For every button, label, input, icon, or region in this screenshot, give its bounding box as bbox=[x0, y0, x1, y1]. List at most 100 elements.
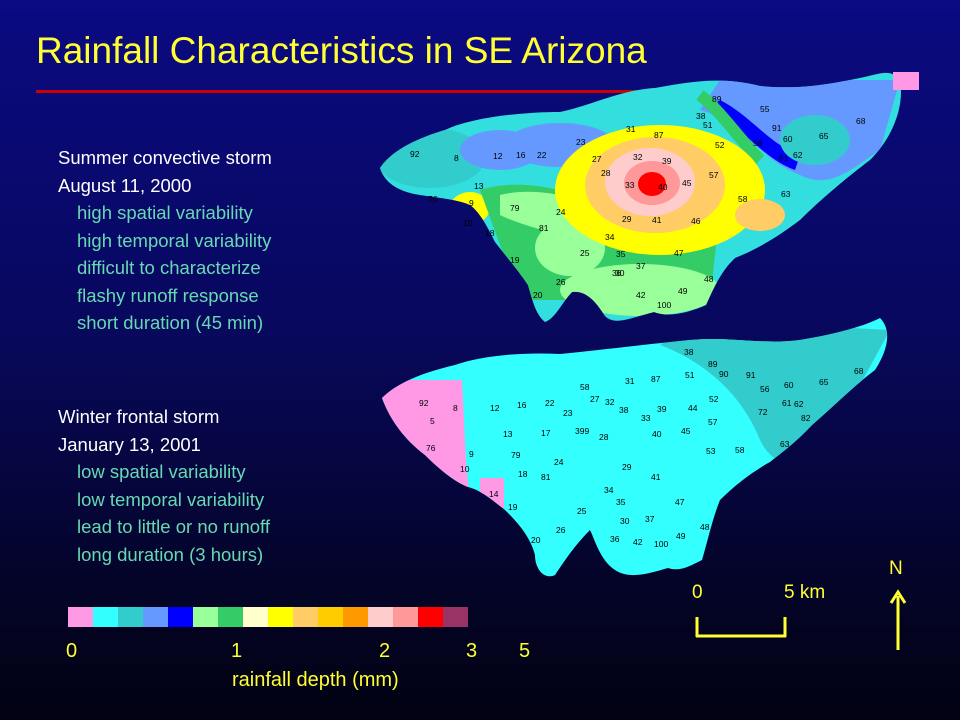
legend-swatch bbox=[443, 607, 468, 627]
svg-text:92: 92 bbox=[419, 398, 429, 408]
legend-tick: 3 bbox=[466, 640, 478, 662]
svg-text:22: 22 bbox=[537, 150, 547, 160]
svg-text:38: 38 bbox=[619, 405, 629, 415]
svg-text:20: 20 bbox=[531, 535, 541, 545]
svg-text:62: 62 bbox=[793, 150, 803, 160]
svg-text:68: 68 bbox=[856, 116, 866, 126]
legend-swatch bbox=[318, 607, 343, 627]
svg-text:48: 48 bbox=[704, 274, 714, 284]
winter-bullet: low temporal variability bbox=[77, 488, 265, 510]
svg-text:100: 100 bbox=[657, 300, 671, 310]
legend-colorbar bbox=[68, 607, 468, 627]
winter-storm-bullets: low spatial variability low temporal var… bbox=[58, 458, 270, 568]
svg-text:37: 37 bbox=[645, 514, 655, 524]
legend-swatch bbox=[193, 607, 218, 627]
svg-text:56: 56 bbox=[760, 384, 770, 394]
svg-text:16: 16 bbox=[517, 400, 527, 410]
svg-text:41: 41 bbox=[652, 215, 662, 225]
svg-text:31: 31 bbox=[626, 124, 636, 134]
svg-text:38: 38 bbox=[684, 347, 694, 357]
svg-text:92: 92 bbox=[410, 149, 420, 159]
summer-bullet: short duration (45 min) bbox=[77, 312, 264, 333]
svg-text:25: 25 bbox=[577, 506, 587, 516]
svg-text:5: 5 bbox=[430, 416, 435, 426]
svg-text:8: 8 bbox=[454, 153, 459, 163]
svg-text:13: 13 bbox=[474, 181, 484, 191]
svg-text:39: 39 bbox=[657, 404, 667, 414]
svg-text:12: 12 bbox=[493, 151, 503, 161]
svg-text:100: 100 bbox=[654, 539, 668, 549]
svg-text:63: 63 bbox=[781, 189, 791, 199]
svg-text:45: 45 bbox=[681, 426, 691, 436]
svg-text:40: 40 bbox=[658, 182, 668, 192]
svg-text:36: 36 bbox=[610, 534, 620, 544]
svg-text:9: 9 bbox=[469, 198, 474, 208]
svg-text:33: 33 bbox=[625, 180, 635, 190]
legend-tick: 0 bbox=[66, 640, 78, 662]
svg-text:91: 91 bbox=[772, 123, 782, 133]
svg-text:49: 49 bbox=[676, 531, 686, 541]
svg-text:63: 63 bbox=[780, 439, 790, 449]
legend-swatch bbox=[243, 607, 268, 627]
svg-text:79: 79 bbox=[511, 450, 521, 460]
svg-text:48: 48 bbox=[700, 522, 710, 532]
winter-bullet: lead to little or no runoff bbox=[77, 516, 271, 537]
legend-swatch bbox=[218, 607, 243, 627]
svg-text:41: 41 bbox=[651, 472, 661, 482]
svg-text:27: 27 bbox=[590, 394, 600, 404]
svg-text:23: 23 bbox=[563, 408, 573, 418]
svg-text:52: 52 bbox=[715, 140, 725, 150]
winter-storm-heading: Winter frontal storm bbox=[58, 406, 220, 427]
svg-text:24: 24 bbox=[556, 207, 566, 217]
svg-text:47: 47 bbox=[674, 248, 684, 258]
svg-text:35: 35 bbox=[616, 497, 626, 507]
winter-bullet: low spatial variability bbox=[77, 461, 246, 482]
svg-text:57: 57 bbox=[708, 417, 718, 427]
svg-text:39: 39 bbox=[662, 156, 672, 166]
svg-text:18: 18 bbox=[485, 228, 495, 238]
svg-text:87: 87 bbox=[651, 374, 661, 384]
svg-text:24: 24 bbox=[554, 457, 564, 467]
svg-text:31: 31 bbox=[625, 376, 635, 386]
svg-text:46: 46 bbox=[691, 216, 701, 226]
svg-text:34: 34 bbox=[604, 485, 614, 495]
svg-text:20: 20 bbox=[533, 290, 543, 300]
svg-text:14: 14 bbox=[489, 489, 499, 499]
svg-text:72: 72 bbox=[758, 407, 768, 417]
svg-text:399: 399 bbox=[575, 426, 589, 436]
scale-start-label: 0 bbox=[692, 582, 703, 603]
svg-text:68: 68 bbox=[854, 366, 864, 376]
legend-swatch bbox=[93, 607, 118, 627]
svg-text:19: 19 bbox=[510, 255, 520, 265]
svg-text:51: 51 bbox=[685, 370, 695, 380]
summer-bullet: difficult to characterize bbox=[77, 257, 261, 278]
scale-bar bbox=[695, 617, 787, 638]
summer-storm-date: August 11, 2000 bbox=[58, 174, 192, 196]
svg-text:38: 38 bbox=[696, 111, 706, 121]
svg-text:10: 10 bbox=[460, 464, 470, 474]
svg-text:91: 91 bbox=[746, 370, 756, 380]
legend-tick: 5 bbox=[519, 640, 531, 662]
svg-text:60: 60 bbox=[784, 380, 794, 390]
svg-text:42: 42 bbox=[633, 537, 643, 547]
svg-text:27: 27 bbox=[592, 154, 602, 164]
svg-text:32: 32 bbox=[605, 397, 615, 407]
svg-text:17: 17 bbox=[541, 428, 551, 438]
svg-text:30: 30 bbox=[620, 516, 630, 526]
summer-storm-heading: Summer convective storm bbox=[58, 147, 272, 168]
svg-text:37: 37 bbox=[636, 261, 646, 271]
svg-text:62: 62 bbox=[794, 399, 804, 409]
slide-title: Rainfall Characteristics in SE Arizona bbox=[36, 30, 647, 71]
summer-map-pink-patch bbox=[893, 72, 919, 90]
svg-text:79: 79 bbox=[510, 203, 520, 213]
svg-text:82: 82 bbox=[801, 413, 811, 423]
svg-text:58: 58 bbox=[735, 445, 745, 455]
svg-text:26: 26 bbox=[556, 277, 566, 287]
svg-text:18: 18 bbox=[518, 469, 528, 479]
north-arrow-icon bbox=[889, 589, 907, 650]
svg-text:89: 89 bbox=[712, 94, 722, 104]
svg-text:58: 58 bbox=[580, 382, 590, 392]
svg-text:42: 42 bbox=[636, 290, 646, 300]
